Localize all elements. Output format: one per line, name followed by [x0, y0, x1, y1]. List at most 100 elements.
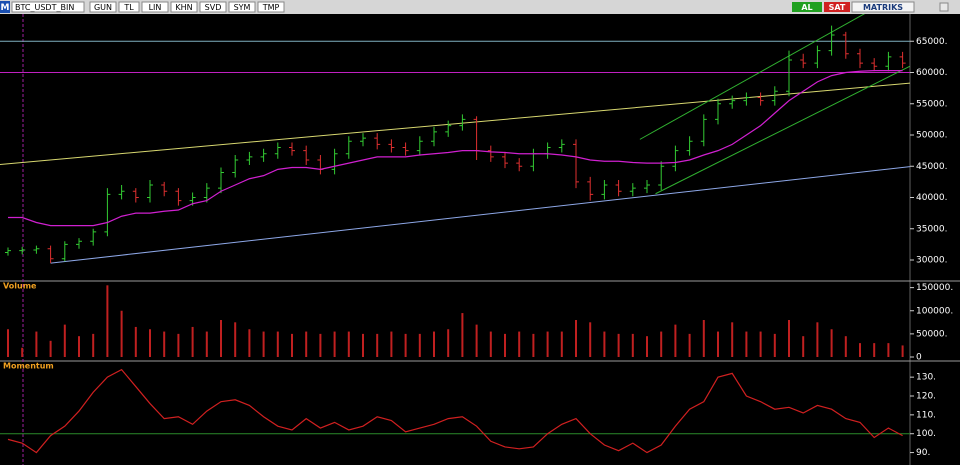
momentum-line	[7, 368, 903, 454]
toolbar-button[interactable]	[118, 1, 140, 13]
volume-bar	[844, 336, 847, 357]
y-tick-label: 50000.	[916, 131, 948, 141]
toolbar-button[interactable]	[141, 1, 169, 13]
volume-bar	[603, 331, 606, 357]
volume-bar	[688, 333, 691, 357]
volume-bar	[532, 333, 535, 357]
volume-bar	[546, 331, 549, 357]
trend-line	[639, 14, 866, 140]
logo: M	[1, 3, 10, 13]
panel-title: Volume	[3, 282, 37, 291]
trend-line	[655, 65, 910, 195]
volume-bar	[518, 331, 521, 357]
volume-bar	[887, 343, 890, 357]
volume-bar	[504, 333, 506, 357]
toolbar-button-label[interactable]: LIN	[149, 3, 162, 12]
volume-bar	[660, 331, 663, 357]
volume-bar	[191, 326, 194, 357]
volume-bar	[276, 331, 279, 357]
y-tick-label: 120.	[916, 392, 936, 402]
volume-bar	[376, 333, 379, 357]
volume-bar	[674, 324, 677, 357]
volume-bar	[177, 333, 180, 357]
volume-bar	[589, 322, 592, 357]
y-tick-label: 100.	[916, 429, 936, 439]
volume-bar	[78, 336, 80, 357]
panel-title: Momentum	[3, 362, 54, 371]
toolbar-button[interactable]	[257, 1, 285, 13]
volume-bar	[773, 333, 776, 357]
volume-bar	[418, 333, 421, 357]
toolbar-button[interactable]	[170, 1, 198, 13]
window-button[interactable]	[939, 2, 949, 12]
y-tick-label: 45000.	[916, 162, 948, 172]
volume-bar	[305, 331, 308, 357]
volume-bar	[319, 333, 322, 357]
volume-bar	[347, 331, 350, 357]
volume-bar	[489, 331, 492, 357]
volume-bar	[21, 347, 24, 357]
volume-bar	[447, 329, 450, 357]
volume-bar	[461, 313, 464, 357]
panel	[0, 14, 910, 264]
volume-bar	[63, 324, 66, 357]
y-tick-label: 130.	[916, 373, 936, 383]
trend-line	[50, 166, 910, 264]
toolbar-button-label[interactable]: TMP	[262, 3, 280, 12]
volume-bar	[702, 320, 705, 357]
volume-bar	[802, 336, 805, 357]
volume-bar	[92, 333, 95, 357]
volume-bar	[134, 326, 137, 357]
y-tick-label: 60000.	[916, 68, 948, 78]
y-tick-label: 35000.	[916, 224, 948, 234]
volume-bar	[788, 320, 790, 357]
y-tick-label: 150000.	[916, 283, 953, 293]
toolbar-button-label[interactable]: TL	[123, 3, 134, 12]
volume-bar	[901, 345, 904, 357]
y-tick-label: 100000.	[916, 306, 953, 316]
volume-bar	[617, 333, 620, 357]
volume-bar	[120, 310, 123, 357]
y-tick-label: 0	[916, 353, 922, 363]
volume-bar	[433, 331, 435, 357]
toolbar-button[interactable]	[228, 1, 256, 13]
volume-bar	[205, 331, 208, 357]
logo-box	[0, 1, 10, 13]
volume-bar	[560, 331, 563, 357]
volume-bar	[35, 331, 38, 357]
toolbar-button[interactable]	[199, 1, 227, 13]
volume-bar	[646, 336, 648, 357]
y-tick-label: 50000.	[916, 329, 948, 339]
symbol[interactable]: BTC_USDT_BIN	[15, 3, 74, 12]
symbol-box[interactable]	[11, 1, 85, 13]
volume-bar	[717, 331, 719, 357]
toolbar-button-label[interactable]: KHN	[175, 3, 192, 12]
volume-bar	[759, 331, 762, 357]
toolbar-button[interactable]	[89, 1, 117, 13]
y-tick-label: 30000.	[916, 256, 948, 266]
volume-bar	[234, 322, 237, 357]
volume-bar	[404, 333, 407, 357]
y-tick-label: 110.	[916, 410, 936, 420]
buy-button[interactable]: AL	[801, 3, 812, 12]
volume-bar	[149, 329, 151, 357]
y-tick-label: 90.	[916, 448, 930, 458]
toolbar-button-label[interactable]: GUN	[94, 3, 112, 12]
sell-button[interactable]: SAT	[829, 3, 846, 12]
volume-bar	[475, 324, 478, 357]
volume-bar	[873, 343, 876, 357]
toolbar-button-label[interactable]: SYM	[234, 3, 251, 12]
y-tick-label: 55000.	[916, 99, 948, 109]
buy-box[interactable]	[792, 2, 822, 12]
volume-bar	[859, 343, 861, 357]
sell-box[interactable]	[824, 2, 850, 12]
volume-bar	[816, 322, 819, 357]
toolbar-button-label[interactable]: SVD	[205, 3, 222, 12]
volume-bar	[262, 331, 265, 357]
volume-bar	[248, 329, 251, 357]
volume-bar	[7, 329, 9, 357]
volume-bar	[220, 320, 222, 357]
